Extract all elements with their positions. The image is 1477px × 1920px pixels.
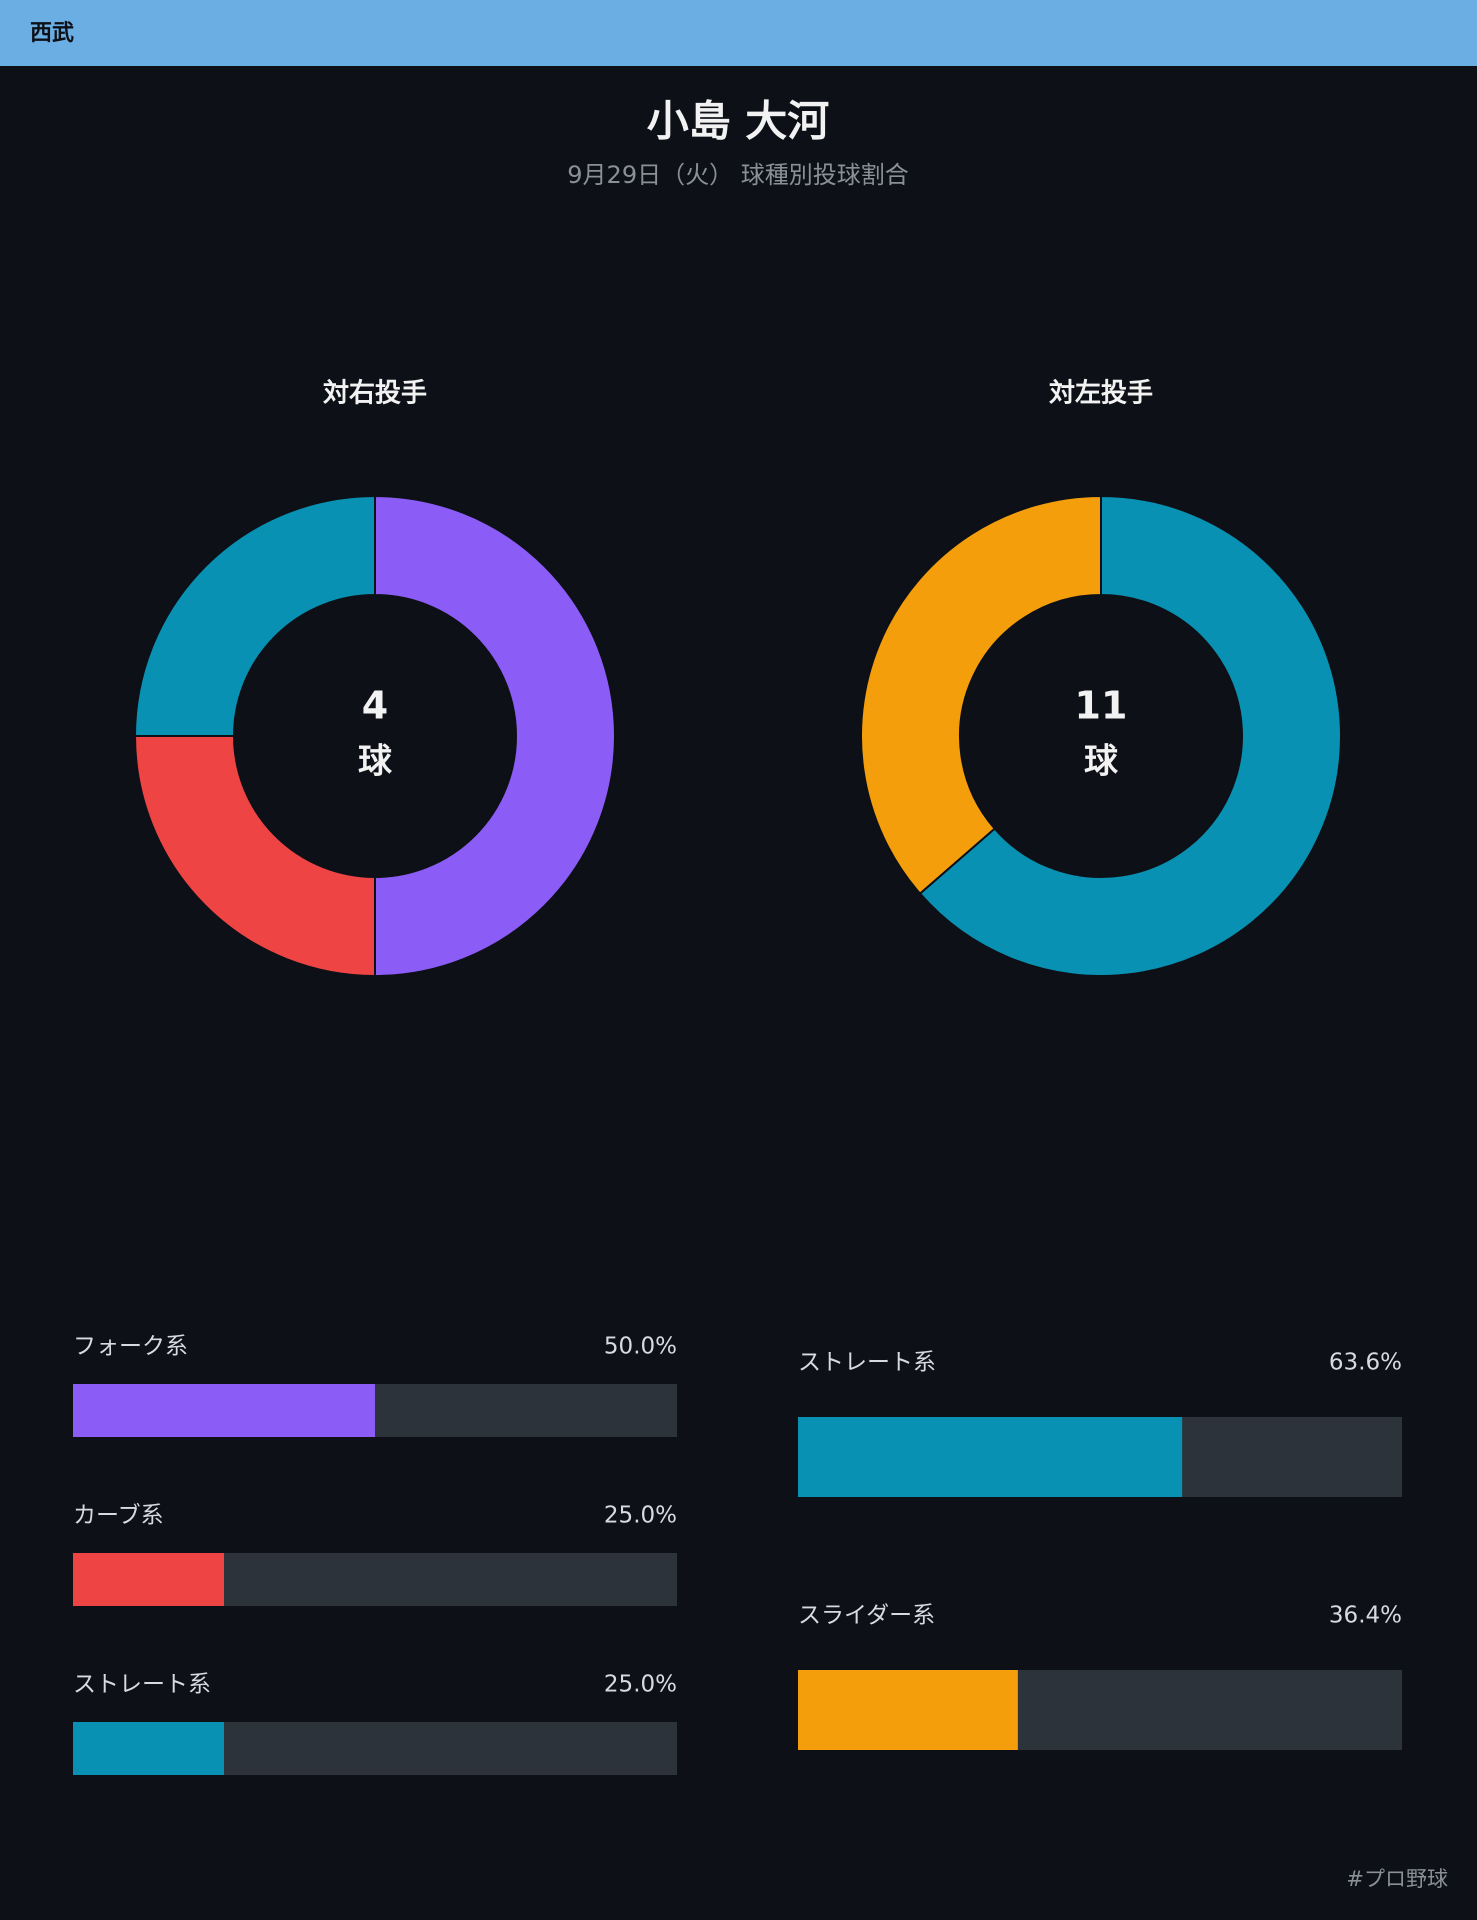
pitch-type-label: スライダー系: [798, 1603, 935, 1629]
bar: [798, 1417, 1183, 1497]
subtitle: 9月29日（火） 球種別投球割合: [567, 161, 908, 189]
pitch-percent: 50.0%: [604, 1334, 677, 1360]
center-count: 4: [362, 684, 388, 728]
center-count: 11: [1075, 684, 1128, 728]
bar: [73, 1384, 375, 1437]
pitch-type-label: フォーク系: [73, 1334, 188, 1360]
header-bar: [0, 0, 1477, 66]
donut-segment: [374, 494, 616, 978]
donut-segment: [133, 494, 376, 737]
pitch-type-label: カーブ系: [73, 1503, 164, 1529]
pitch-percent: 25.0%: [604, 1503, 677, 1529]
pitch-type-label: ストレート系: [73, 1672, 211, 1698]
donut-segment: [918, 494, 1342, 977]
center-unit: 球: [358, 742, 393, 782]
team-name: 西武: [30, 21, 74, 46]
chart-title: 対左投手: [1049, 379, 1153, 409]
hashtag: #プロ野球: [1346, 1867, 1448, 1891]
donut-segment: [860, 494, 1102, 895]
pitch-percent: 36.4%: [1329, 1603, 1402, 1629]
pitch-type-label: ストレート系: [798, 1350, 936, 1376]
pitch-percent: 63.6%: [1329, 1350, 1402, 1376]
donut-segment: [133, 735, 376, 978]
chart-title: 対右投手: [323, 379, 427, 409]
bar: [73, 1553, 224, 1606]
center-unit: 球: [1084, 742, 1119, 782]
pitch-percent: 25.0%: [604, 1672, 677, 1698]
bar: [798, 1670, 1018, 1750]
bar: [73, 1722, 224, 1775]
player-name: 小島 大河: [647, 97, 830, 146]
